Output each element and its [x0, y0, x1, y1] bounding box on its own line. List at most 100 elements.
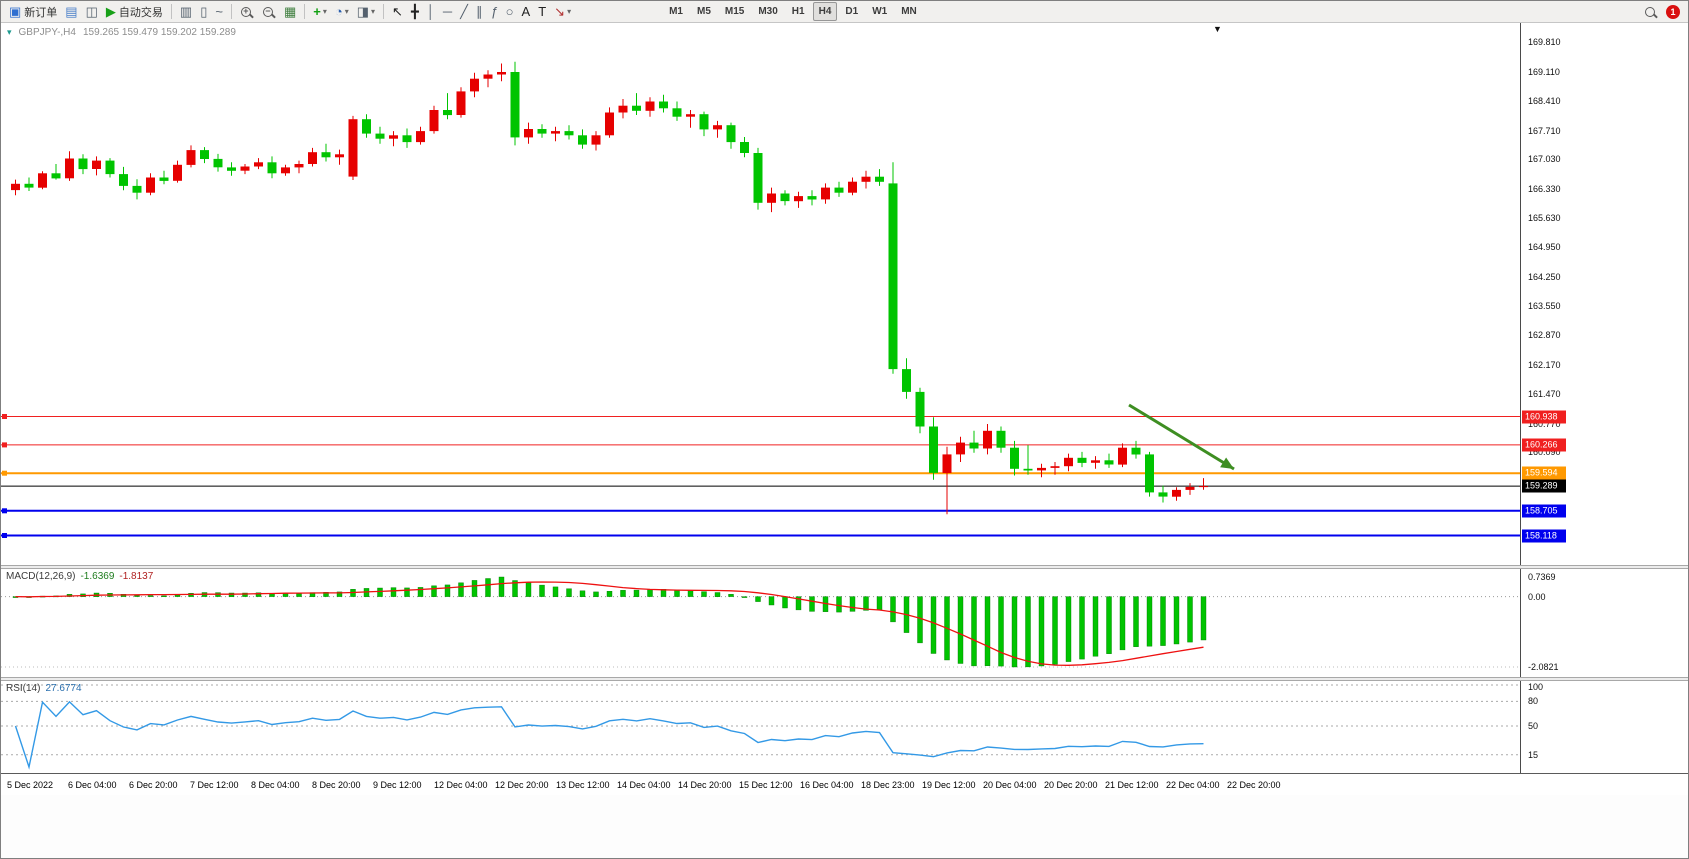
time-axis-label: 20 Dec 20:00: [1044, 780, 1098, 790]
rsi-axis: 100 80 50 15: [1520, 681, 1688, 773]
tile-windows-icon: ▦: [283, 4, 297, 19]
price-axis-label: 164.250: [1528, 271, 1561, 282]
price-line-badge: 159.289: [1522, 479, 1566, 493]
price-axis-label: 164.950: [1528, 242, 1561, 253]
trendline-icon: ╱: [460, 4, 468, 19]
price-line-badge: 160.938: [1522, 410, 1566, 423]
timeframe-h4-button[interactable]: H4: [812, 2, 838, 21]
toolbar: ▣ 新订单 ▤ ◫ ▶ 自动交易 ▥ ▯ ~ + − ▦: [1, 1, 1688, 23]
macd-axis-label: 0.00: [1528, 591, 1546, 602]
timeframe-h1-button[interactable]: H1: [791, 6, 805, 17]
shapes-tool-button[interactable]: ○: [502, 2, 518, 22]
chart-shift-marker[interactable]: ▼: [1213, 24, 1222, 34]
time-axis-label: 21 Dec 12:00: [1105, 780, 1159, 790]
panel-splitter[interactable]: [1, 565, 1688, 569]
rsi-axis-label: 80: [1528, 696, 1539, 707]
panel-splitter[interactable]: [1, 677, 1688, 681]
time-axis-label: 22 Dec 04:00: [1166, 780, 1220, 790]
rsi-axis-label: 15: [1528, 749, 1539, 760]
autotrade-button[interactable]: ▶ 自动交易: [102, 2, 167, 22]
line-chart-mode-button[interactable]: ~: [211, 2, 227, 22]
notification-badge[interactable]: 1: [1666, 4, 1680, 19]
rsi-axis-label: 100: [1528, 682, 1544, 692]
timeframe-d1-button[interactable]: D1: [845, 6, 859, 17]
timeframe-m30-button[interactable]: M30: [758, 6, 778, 17]
new-order-label: 新订单: [24, 6, 58, 19]
zoom-in-button[interactable]: +: [236, 2, 258, 22]
zoom-out-icon: −: [262, 6, 273, 17]
time-axis[interactable]: 5 Dec 2022 6 Dec 04:00 6 Dec 20:00 7 Dec 12…: [1, 773, 1688, 795]
text-icon: A: [521, 4, 531, 19]
candlestick-chart-icon: ▯: [200, 4, 208, 19]
new-order-button[interactable]: ▣ 新订单: [5, 2, 61, 22]
toolbar-separator: [230, 4, 232, 19]
zoom-in-icon: +: [240, 6, 251, 17]
toolbar-separator: [304, 4, 306, 19]
macd-axis-label: -2.0821: [1528, 662, 1559, 672]
timeframe-mn-button[interactable]: MN: [901, 6, 917, 17]
crosshair-tool-button[interactable]: ╋: [407, 2, 423, 22]
data-window-button[interactable]: ◫: [82, 2, 102, 22]
arrows-tool-button[interactable]: ↘ ▾: [550, 2, 575, 22]
data-window-icon: ◫: [85, 4, 98, 19]
bar-chart-mode-button[interactable]: ▥: [176, 2, 196, 22]
dropdown-arrow-icon: ▾: [344, 7, 349, 16]
cursor-tool-button[interactable]: ↖: [388, 2, 407, 22]
zoom-out-button[interactable]: −: [258, 2, 280, 22]
price-axis-label: 167.030: [1528, 154, 1561, 165]
channel-icon: ∥: [475, 4, 483, 19]
chart-symbol-label: ▾ GBPJPY-,H4 159.265 159.479 159.202 159…: [7, 27, 236, 38]
price-axis-label: 167.710: [1528, 125, 1561, 136]
macd-label: MACD(12,26,9) -1.6369 -1.8137: [6, 571, 153, 582]
text-label-tool-button[interactable]: T: [534, 2, 550, 22]
channel-tool-button[interactable]: ∥: [472, 2, 487, 22]
time-axis-label: 14 Dec 20:00: [678, 780, 732, 790]
macd-canvas[interactable]: [1, 569, 1520, 677]
timeframe-m1-button[interactable]: M1: [669, 6, 683, 17]
timeframe-group: M1 M5 M15 M30 H1 H4 D1 W1 MN: [663, 2, 923, 21]
macd-name: MACD(12,26,9): [6, 571, 76, 582]
price-axis-label: 162.170: [1528, 359, 1561, 370]
timeframe-m15-button[interactable]: M15: [724, 6, 745, 17]
time-axis-label: 8 Dec 20:00: [312, 780, 361, 790]
trendline-tool-button[interactable]: ╱: [456, 2, 472, 22]
text-tool-button[interactable]: A: [518, 2, 535, 22]
search-button[interactable]: [1640, 2, 1662, 22]
fibonacci-tool-button[interactable]: ƒ: [486, 2, 501, 22]
macd-axis-label: 0.7369: [1528, 572, 1556, 582]
templates-button[interactable]: ◨ ▾: [353, 2, 379, 22]
one-click-collapse-icon[interactable]: ▾: [7, 27, 12, 37]
charts-window-button[interactable]: ▤: [61, 2, 81, 22]
indicators-button[interactable]: + ▾: [309, 2, 331, 22]
rsi-panel: RSI(14) 27.6774 100 80 50 15: [1, 681, 1688, 773]
candlestick-mode-button[interactable]: ▯: [196, 2, 211, 22]
search-icon: [1645, 6, 1655, 17]
price-chart-panel: ▾ GBPJPY-,H4 159.265 159.479 159.202 159…: [1, 23, 1688, 565]
crosshair-icon: ╋: [410, 4, 419, 19]
indicators-icon: +: [313, 4, 321, 19]
rsi-canvas[interactable]: [1, 681, 1520, 773]
vertical-line-tool-button[interactable]: │: [423, 2, 439, 22]
price-line-badge: 159.594: [1522, 466, 1566, 480]
price-axis-label: 168.410: [1528, 96, 1561, 107]
autotrade-label: 自动交易: [118, 6, 163, 19]
timeframe-w1-button[interactable]: W1: [872, 6, 888, 17]
time-axis-label: 16 Dec 04:00: [800, 780, 854, 790]
price-axis-label: 161.470: [1528, 389, 1561, 399]
price-axis-label: 162.870: [1528, 329, 1561, 340]
time-axis-label: 7 Dec 12:00: [190, 780, 239, 790]
dropdown-arrow-icon: ▾: [567, 7, 572, 16]
price-chart-canvas[interactable]: [1, 23, 1520, 565]
chart-title: GBPJPY-,H4: [18, 27, 76, 38]
time-axis-label: 14 Dec 04:00: [617, 780, 671, 790]
bottom-empty-area: [1, 795, 1688, 858]
timeframe-m5-button[interactable]: M5: [696, 6, 711, 17]
rsi-label: RSI(14) 27.6774: [6, 683, 82, 694]
rsi-name: RSI(14): [6, 683, 41, 694]
horizontal-line-tool-button[interactable]: ─: [439, 2, 456, 22]
periods-button[interactable]: ◔ ▾: [331, 2, 353, 22]
tile-windows-button[interactable]: ▦: [280, 2, 300, 22]
price-axis: 169.810 169.110 168.410 167.710 167.030 166.3…: [1520, 23, 1688, 565]
new-order-icon: ▣: [9, 4, 22, 19]
